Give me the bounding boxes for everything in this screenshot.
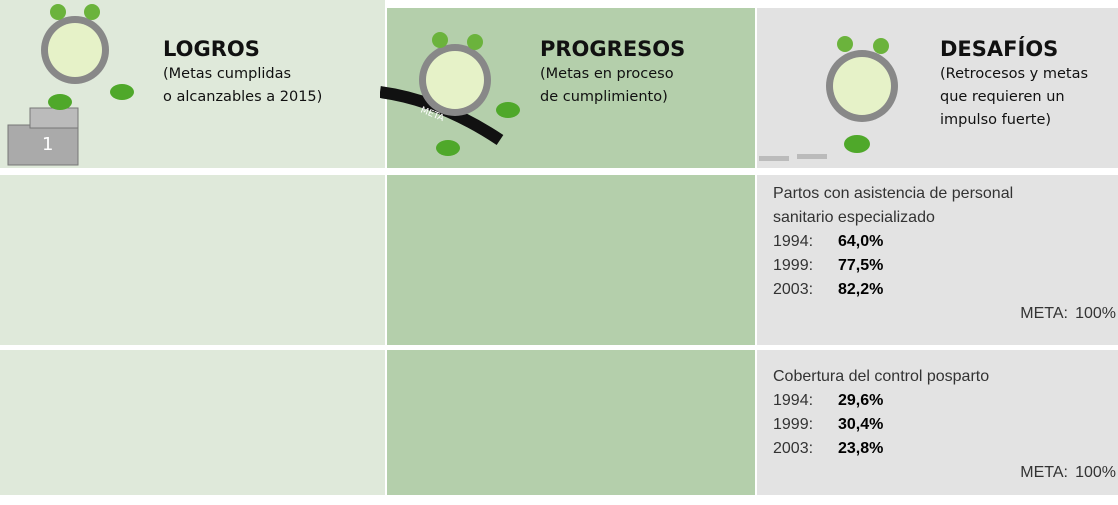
goal-label: META: (1020, 464, 1068, 481)
body-cell (757, 175, 1118, 345)
desafios-illustration (759, 36, 898, 161)
entry-year: 1994: (773, 392, 814, 409)
logros-illustration: 1 (7, 4, 134, 166)
body-cell (387, 175, 755, 345)
body-cell (757, 350, 1118, 495)
body-cell (0, 350, 385, 495)
body-cell (0, 175, 385, 345)
goal-label: META: (1020, 305, 1068, 322)
goal-value: 100% (1075, 305, 1116, 322)
entry-value: 77,5% (838, 257, 884, 274)
column-title: LOGROS (163, 37, 260, 61)
column-subtitle: (Metas en proceso (540, 66, 674, 82)
body-cell (387, 350, 755, 495)
podium-label: 1 (42, 134, 53, 155)
column-title: PROGRESOS (540, 37, 686, 61)
header-cell (757, 8, 1118, 168)
entry-year: 2003: (773, 281, 814, 298)
entry-year: 1999: (773, 257, 814, 274)
indicator-name: Partos con asistencia de personal (773, 185, 1014, 202)
column-subtitle: de cumplimiento) (540, 89, 668, 105)
column-subtitle: que requieren un (940, 89, 1065, 105)
column-subtitle: impulso fuerte) (940, 112, 1052, 128)
entry-value: 30,4% (838, 416, 884, 433)
entry-value: 64,0% (838, 233, 884, 250)
column-subtitle: (Metas cumplidas (163, 66, 292, 82)
entry-year: 2003: (773, 440, 814, 457)
indicator-name: sanitario especializado (773, 209, 935, 226)
entry-value: 29,6% (838, 392, 884, 409)
indicator-name: Cobertura del control posparto (773, 368, 990, 385)
entry-value: 23,8% (838, 440, 884, 457)
column-title: DESAFÍOS (940, 37, 1059, 61)
entry-year: 1999: (773, 416, 814, 433)
progresos-illustration: META (380, 32, 520, 156)
column-subtitle: (Retrocesos y metas (940, 66, 1089, 82)
column-subtitle: o alcanzables a 2015) (163, 89, 323, 105)
entry-value: 82,2% (838, 281, 884, 298)
goal-value: 100% (1075, 464, 1116, 481)
entry-year: 1994: (773, 233, 814, 250)
